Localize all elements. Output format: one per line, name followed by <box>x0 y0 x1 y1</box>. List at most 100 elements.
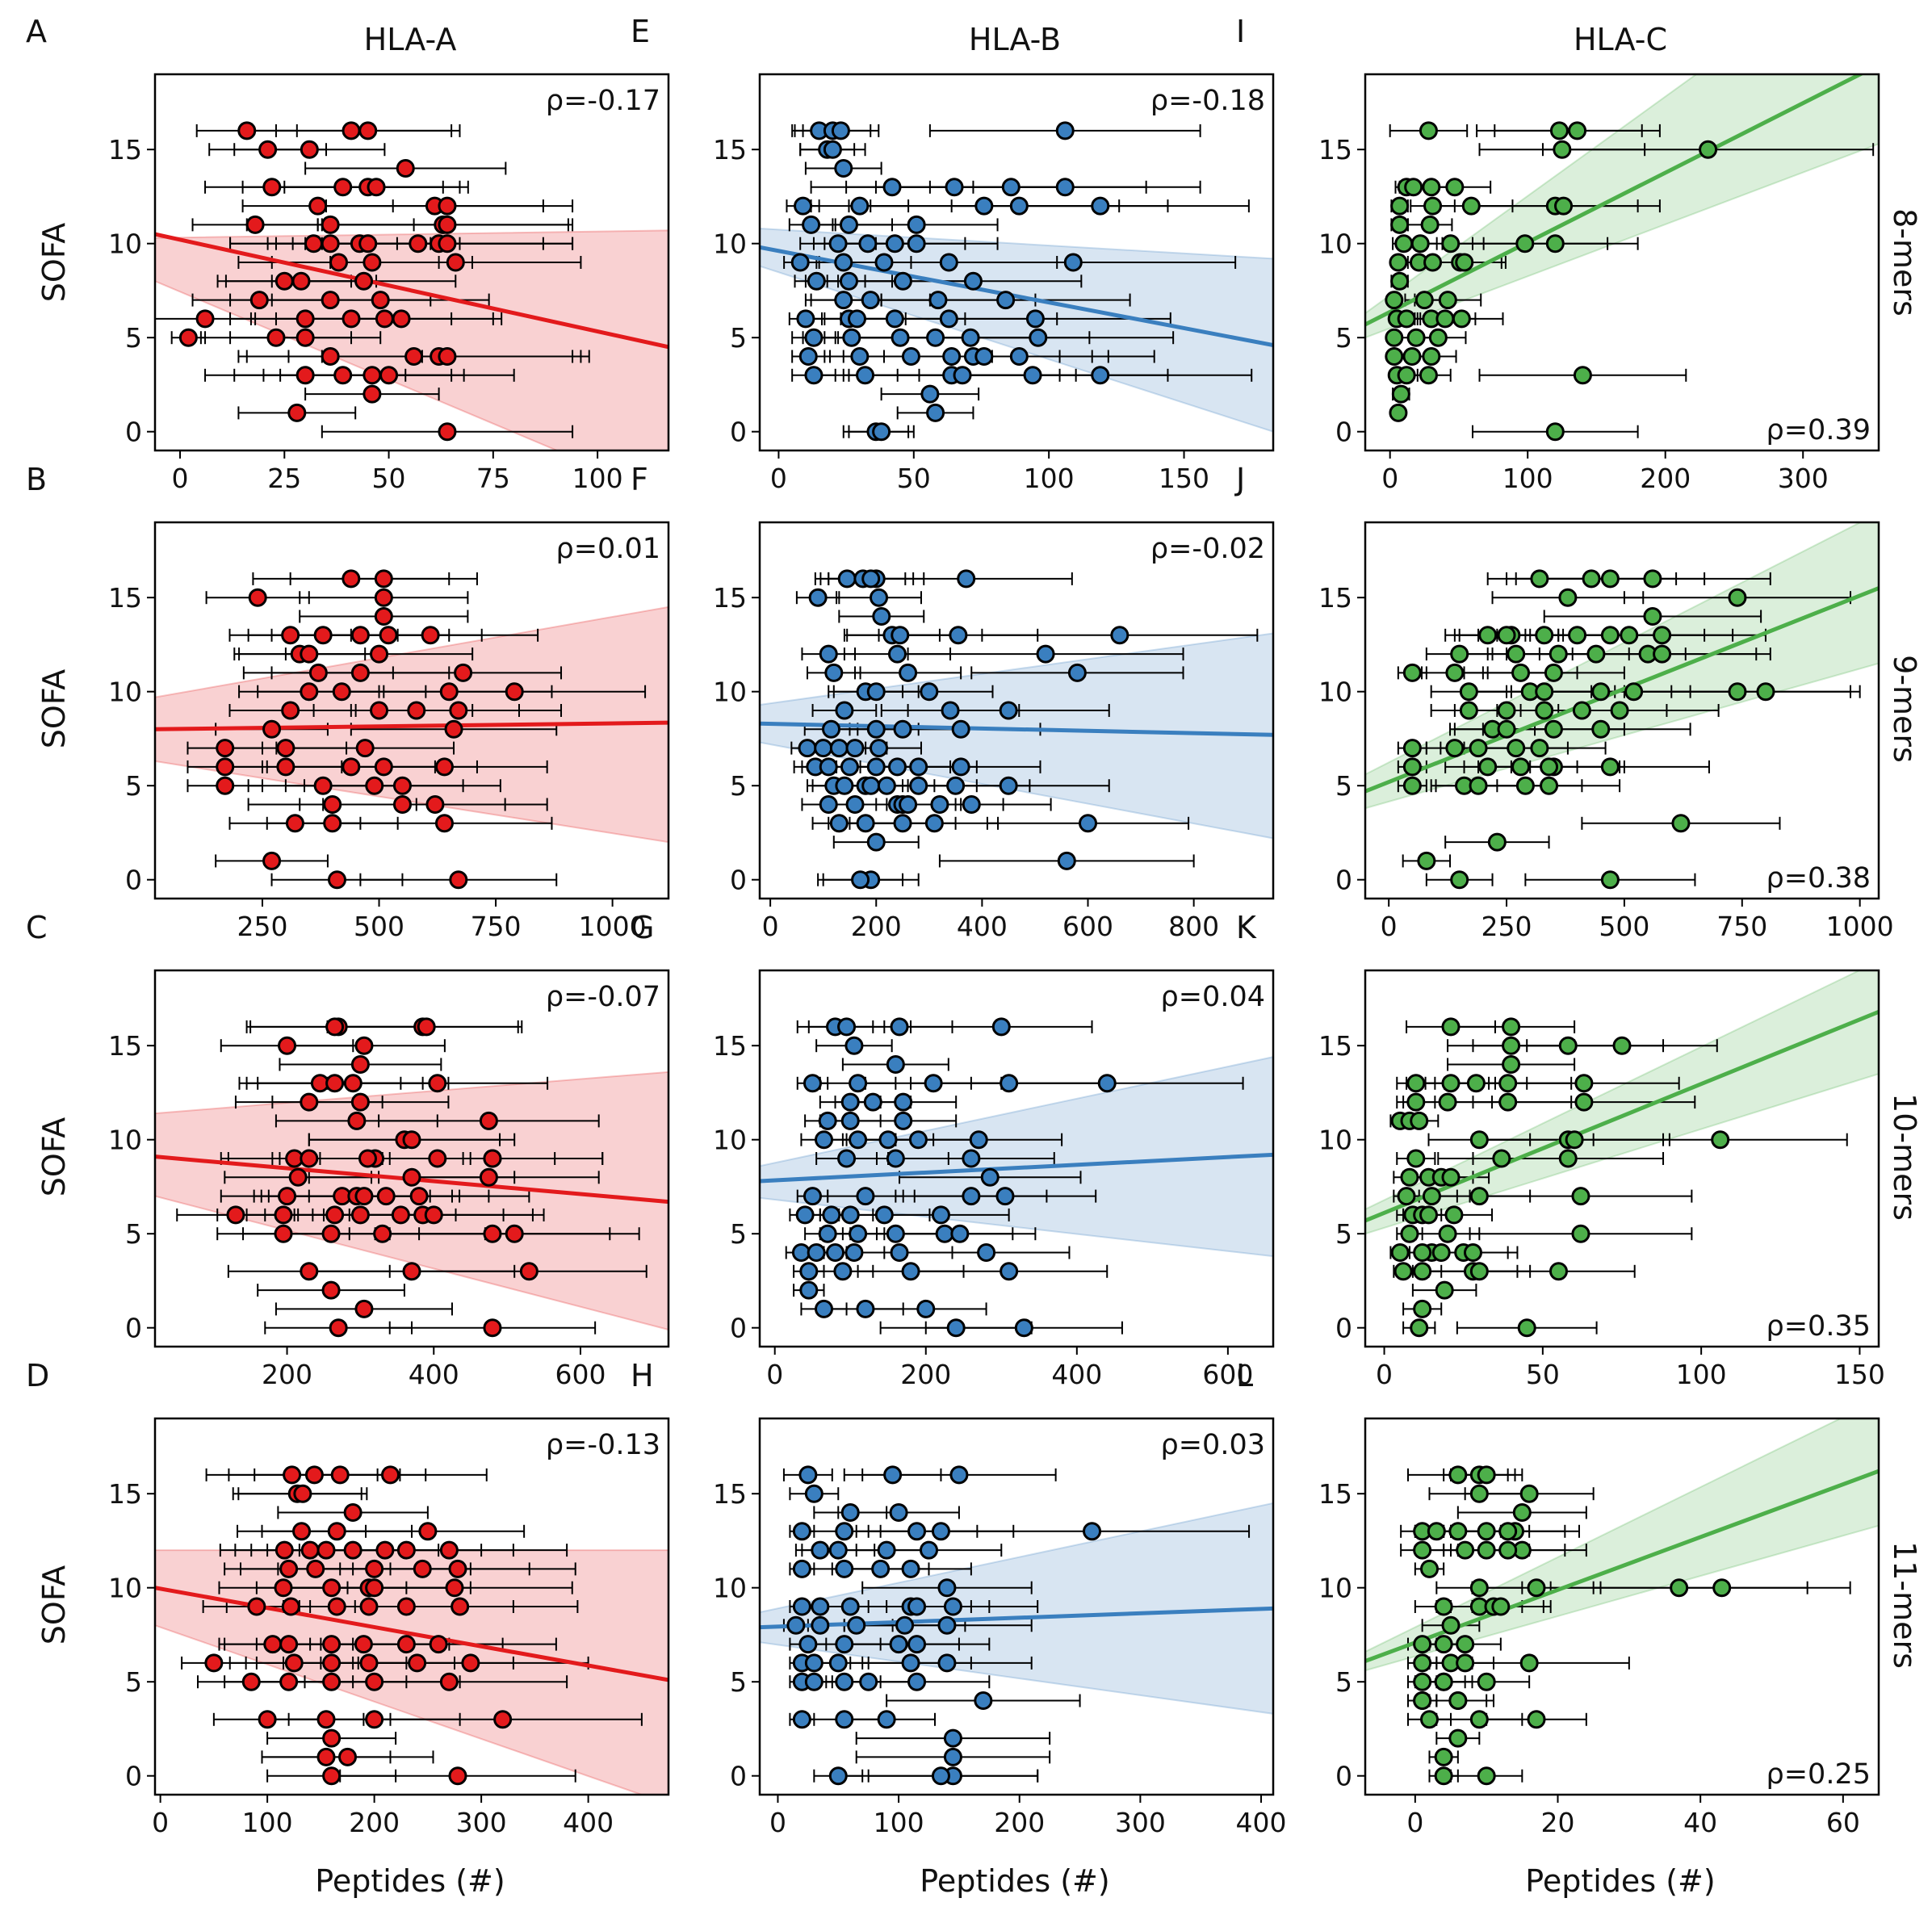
x-tick-label: 400 <box>1236 1807 1287 1838</box>
data-point <box>1417 851 1436 870</box>
data-point <box>1456 1540 1475 1560</box>
data-point <box>847 1615 866 1635</box>
panel-letter-g: G <box>631 910 654 945</box>
data-point <box>373 1224 392 1243</box>
x-tick-label: 0 <box>172 463 189 494</box>
data-point <box>374 757 393 777</box>
data-point <box>815 1299 833 1318</box>
data-point <box>907 234 926 253</box>
data-point <box>1402 739 1422 758</box>
data-point <box>1413 1635 1432 1654</box>
data-point <box>840 1111 860 1130</box>
data-point <box>1438 1224 1457 1243</box>
data-point <box>932 0 949 8</box>
data-point <box>901 1653 920 1673</box>
data-point <box>828 1540 848 1560</box>
plot-area-f <box>760 569 1273 890</box>
data-point <box>1554 196 1574 216</box>
data-point <box>350 626 370 645</box>
data-point <box>300 1092 319 1112</box>
confidence-band <box>1365 522 1879 810</box>
y-tick-label: 5 <box>1335 322 1352 354</box>
data-point <box>1530 569 1549 589</box>
data-point <box>365 1672 384 1691</box>
data-point <box>799 1262 819 1281</box>
data-point <box>1540 757 1559 777</box>
x-tick-label: 0 <box>152 1807 169 1838</box>
data-point <box>961 328 980 347</box>
data-point <box>1055 178 1075 197</box>
data-point <box>909 776 928 795</box>
data-point <box>1402 663 1422 682</box>
x-tick-label: 200 <box>994 1807 1045 1838</box>
data-point <box>849 1074 868 1093</box>
data-point <box>907 215 926 234</box>
x-tick-label: 600 <box>1202 1359 1253 1390</box>
data-point <box>909 757 928 777</box>
data-point <box>350 1055 370 1074</box>
panel-letter-f: F <box>631 462 648 497</box>
data-point <box>262 178 282 197</box>
data-point <box>1097 1074 1117 1093</box>
y-tick-label: 0 <box>1335 1313 1352 1344</box>
data-point <box>365 1559 384 1578</box>
data-point <box>899 795 918 814</box>
data-point <box>835 776 854 795</box>
rho-annotation: ρ=-0.13 <box>546 1429 660 1461</box>
data-point <box>1014 1318 1033 1338</box>
y-tick-label: 15 <box>713 582 747 614</box>
data-point <box>1452 309 1471 329</box>
data-point <box>856 1299 875 1318</box>
data-point <box>1441 1167 1461 1187</box>
x-tick-label: 600 <box>555 1359 606 1390</box>
data-point <box>856 366 875 385</box>
data-point <box>1643 607 1662 626</box>
x-tick-label: 400 <box>409 1359 459 1390</box>
plot-frame <box>153 521 670 900</box>
data-point <box>1469 1130 1489 1150</box>
data-point <box>454 663 473 682</box>
data-point <box>418 1522 438 1541</box>
data-point <box>342 309 361 329</box>
data-point <box>316 1710 336 1729</box>
data-point <box>1477 1465 1496 1485</box>
data-point <box>333 366 353 385</box>
y-tick-label: 0 <box>125 1761 142 1792</box>
data-point <box>402 1262 421 1281</box>
data-point <box>278 1036 297 1055</box>
data-point <box>354 1635 373 1654</box>
data-point <box>999 776 1018 795</box>
data-point <box>874 253 894 272</box>
data-point <box>1610 701 1629 720</box>
data-point <box>945 178 964 197</box>
data-point <box>848 309 867 329</box>
data-point <box>519 1262 539 1281</box>
data-point <box>798 1635 818 1654</box>
confidence-band <box>760 632 1273 840</box>
data-point <box>851 870 870 890</box>
data-point <box>962 1187 981 1206</box>
x-tick-label: 300 <box>1778 463 1829 494</box>
data-point <box>379 366 399 385</box>
data-point <box>839 215 858 234</box>
data-point <box>1600 757 1620 777</box>
data-point <box>937 1615 957 1635</box>
data-point <box>974 1691 993 1710</box>
panel-letter-c: C <box>26 910 48 945</box>
y-tick-label: 0 <box>730 417 747 448</box>
data-point <box>1406 1074 1426 1093</box>
x-tick-label: 400 <box>563 1807 614 1838</box>
plot-area-c <box>155 1017 668 1338</box>
data-point <box>1000 1074 1019 1093</box>
data-point <box>396 1540 416 1560</box>
x-tick-label: 750 <box>1716 911 1767 942</box>
plot-area-d <box>155 1465 668 1795</box>
data-point <box>908 1130 928 1150</box>
data-point <box>363 384 382 404</box>
data-point <box>798 739 817 758</box>
data-point <box>216 757 235 777</box>
data-point <box>901 347 920 366</box>
data-point <box>1438 291 1457 310</box>
